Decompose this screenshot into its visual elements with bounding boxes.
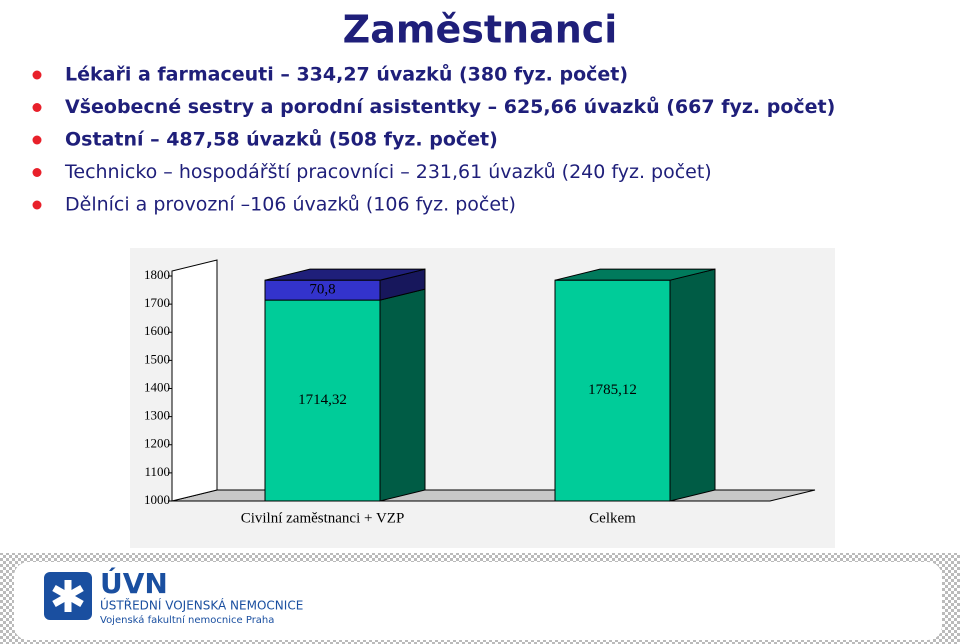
logo-icon xyxy=(44,572,92,620)
bullet-text: Dělníci a provozní –106 úvazků (106 fyz.… xyxy=(65,194,516,216)
value-label: 1785,12 xyxy=(588,382,637,398)
y-tick-label: 1500 xyxy=(144,351,170,366)
value-label: 1714,32 xyxy=(298,392,347,408)
y-tick-label: 1400 xyxy=(144,379,170,394)
y-tick-label: 1000 xyxy=(144,492,170,507)
bullet-text: Všeobecné sestry a porodní asistentky – … xyxy=(65,95,835,118)
y-tick-label: 1300 xyxy=(144,408,170,423)
y-tick-label: 1200 xyxy=(144,436,170,451)
footer-panel xyxy=(14,562,942,640)
y-tick-label: 1100 xyxy=(144,464,170,479)
logo-text: ÚVN xyxy=(100,566,168,600)
bullet-list: Lékaři a farmaceuti – 334,27 úvazků (380… xyxy=(32,63,835,216)
bullet-text: Technicko – hospodářští pracovníci – 231… xyxy=(64,161,712,183)
org-subtitle: Vojenská fakultní nemocnice Praha xyxy=(100,614,274,626)
bullet-dot xyxy=(32,135,42,145)
bullet-dot xyxy=(32,168,42,177)
bar-top xyxy=(554,268,716,281)
chart-background xyxy=(130,248,835,548)
y-tick-label: 1600 xyxy=(144,323,170,338)
bullet-dot xyxy=(32,103,42,112)
bar-side xyxy=(379,288,426,502)
bullet-dot xyxy=(32,200,42,210)
x-tick-label: Civilní zaměstnanci + VZP xyxy=(241,510,405,526)
bullet-text: Lékaři a farmaceuti – 334,27 úvazků (380… xyxy=(65,63,628,86)
x-tick-label: Celkem xyxy=(589,510,636,526)
bar-top xyxy=(264,268,426,281)
bullet-dot xyxy=(32,70,42,80)
y-tick-label: 1700 xyxy=(144,295,170,310)
bullet-text: Ostatní – 487,58 úvazků (508 fyz. počet) xyxy=(65,128,498,151)
y-tick-label: 1800 xyxy=(144,267,170,282)
chart: 1000 1100 1200 1300 1400 1500 1600 1700 1800 1714… xyxy=(144,259,816,526)
side-wall xyxy=(171,259,218,502)
bar xyxy=(264,299,381,502)
bar xyxy=(554,279,671,502)
org-name: ÚSTŘEDNÍ VOJENSKÁ NEMOCNICE xyxy=(100,598,303,613)
bar-side xyxy=(669,268,716,502)
slide-title: Zaměstnanci xyxy=(343,8,618,52)
value-label: 70,8 xyxy=(309,282,335,298)
